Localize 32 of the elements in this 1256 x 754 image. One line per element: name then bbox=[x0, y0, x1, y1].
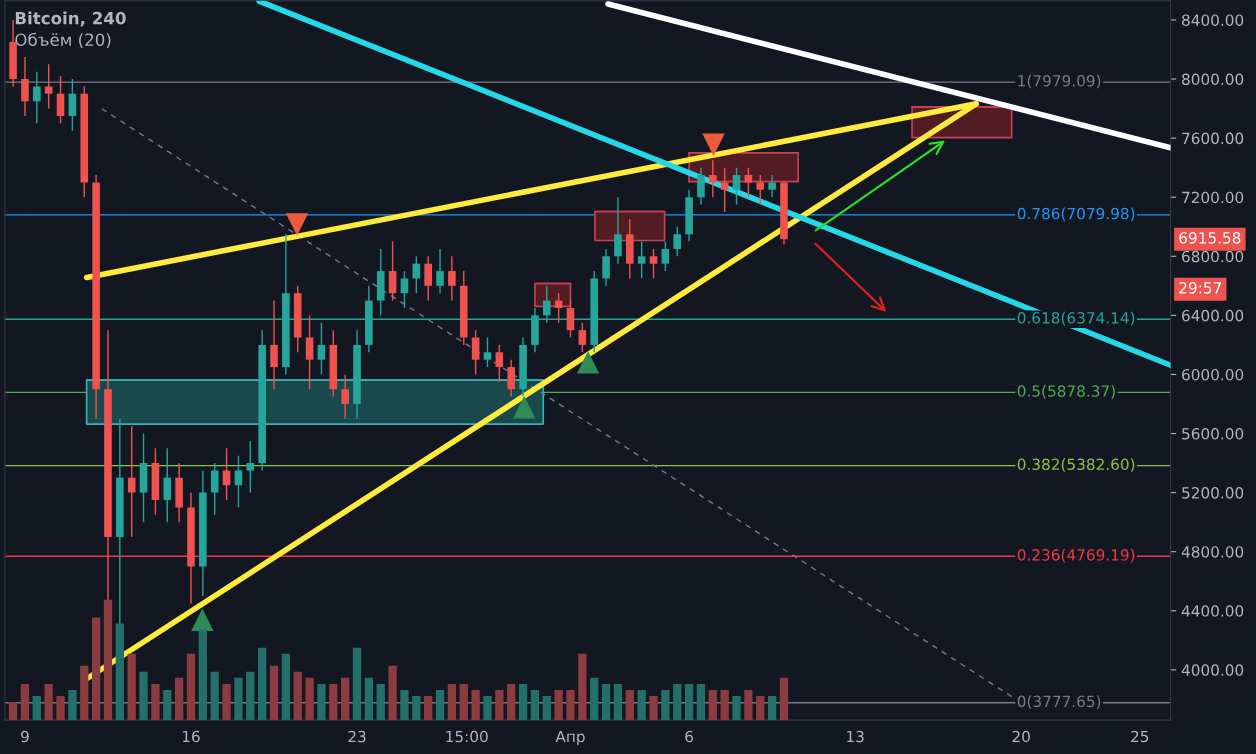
ref-line-label: 0.618(6374.14) bbox=[1017, 311, 1135, 326]
y-tick-label: 6000.00 bbox=[1182, 368, 1244, 381]
y-tick-label: 4000.00 bbox=[1181, 664, 1244, 676]
ref-line-label: 0.786(7079.98) bbox=[1017, 207, 1135, 222]
x-tick-label: 13 bbox=[847, 730, 864, 743]
y-tick-label: 6800.00 bbox=[1182, 250, 1244, 263]
text: Bitcoin, 240 bbox=[15, 11, 126, 27]
ref-line-label: 0.5(5878.37) bbox=[1017, 385, 1115, 399]
x-tick-label: 15:00 bbox=[446, 730, 488, 743]
x-tick-label: 9 bbox=[21, 730, 29, 743]
y-tick-label: 8000.00 bbox=[1182, 73, 1244, 86]
ref-line-label: 0(3777.65) bbox=[1017, 695, 1101, 709]
x-tick-label: 23 bbox=[348, 730, 366, 743]
y-tick-label: 5200.00 bbox=[1182, 487, 1244, 499]
y-tick-label: 4800.00 bbox=[1181, 546, 1244, 558]
x-tick-label: 25 bbox=[1131, 730, 1149, 743]
y-tick-label: 5600.00 bbox=[1182, 427, 1244, 440]
text: Объём (20) bbox=[15, 32, 111, 48]
ref-line-label: 0.382(5382.60) bbox=[1017, 458, 1135, 472]
text: 6915.58 bbox=[1179, 232, 1241, 244]
text: 29:57 bbox=[1179, 282, 1221, 294]
y-tick-label: 4400.00 bbox=[1181, 605, 1244, 617]
y-tick-label: 6400.00 bbox=[1182, 309, 1244, 322]
x-tick-label: Апр bbox=[555, 730, 585, 746]
x-tick-label: 6 bbox=[685, 730, 693, 743]
y-tick-label: 8400.00 bbox=[1182, 14, 1244, 26]
x-tick-label: 20 bbox=[1012, 730, 1030, 743]
ref-line-label: 0.236(4769.19) bbox=[1017, 548, 1135, 563]
y-tick-label: 7600.00 bbox=[1182, 132, 1244, 145]
x-tick-label: 16 bbox=[182, 730, 200, 743]
ref-line-label: 1(7979.09) bbox=[1018, 74, 1101, 89]
y-tick-label: 7200.00 bbox=[1182, 191, 1244, 204]
